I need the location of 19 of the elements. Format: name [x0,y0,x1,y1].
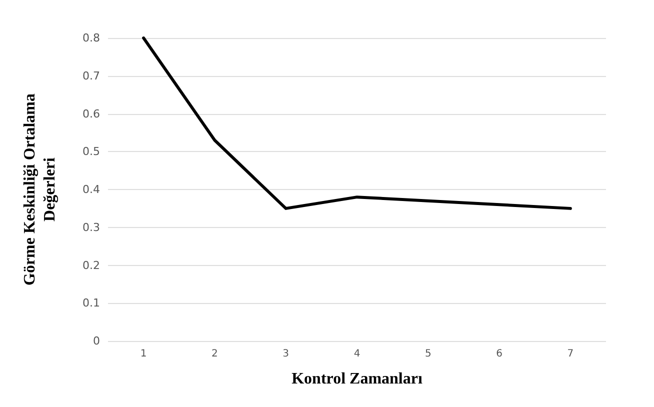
y-tick-label: 0.2 [82,258,100,272]
x-tick-label: 6 [496,348,502,360]
y-tick-label: 0.5 [82,145,100,158]
y-tick-label: 0 [93,334,100,348]
line-series [142,36,572,210]
y-tick-label: 0.1 [82,296,100,310]
y-axis-title: Görme Keskinliği Ortalama Değerleri [22,94,58,286]
x-tick-label: 2 [212,348,218,360]
y-tick-label: 0.7 [82,69,100,82]
y-tick-label: 0.3 [82,220,100,234]
x-axis-title: Kontrol Zamanları [292,370,423,388]
x-tick-label: 3 [282,348,290,360]
x-tick-label: 4 [354,348,360,360]
y-tick-label: 0.6 [82,107,100,120]
x-tick-label: 1 [140,348,147,360]
x-tick-label: 7 [567,348,574,360]
x-tick-label: 5 [424,348,432,360]
y-tick-label: 0.8 [82,32,100,44]
y-tick-label: 0.4 [82,183,100,196]
